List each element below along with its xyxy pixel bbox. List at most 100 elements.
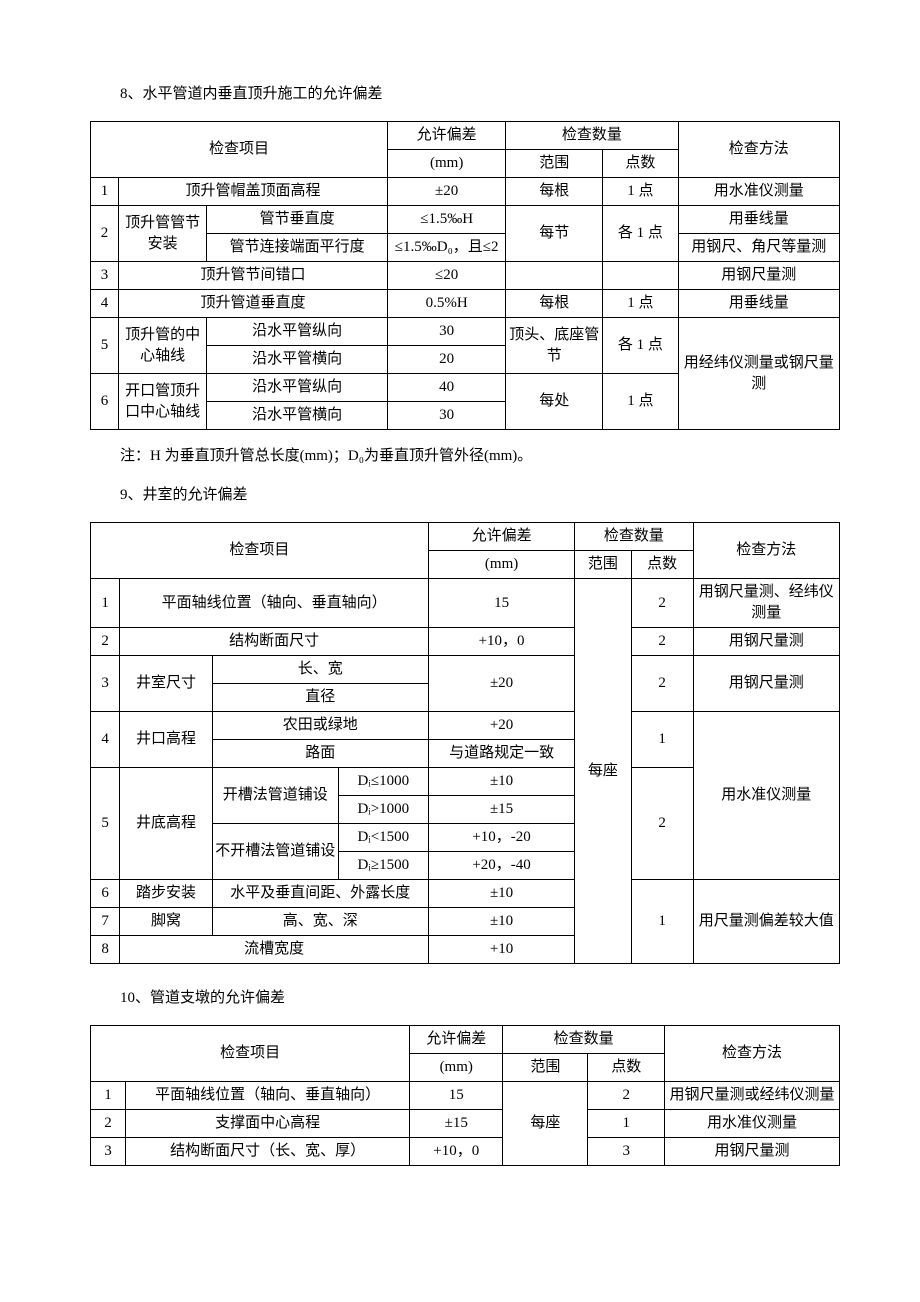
hdr-qty: 检查数量 [506, 122, 678, 150]
hdr-qty: 检查数量 [503, 1026, 665, 1054]
r2-tol: ±15 [410, 1110, 503, 1138]
r7-tol: ±10 [428, 908, 574, 936]
r1-tol: 15 [410, 1082, 503, 1110]
r5d-tol: +20，-40 [428, 852, 574, 880]
r678-method: 用尺量测偏差较大值 [693, 880, 839, 964]
r5-group: 顶升管的中心轴线 [118, 318, 206, 374]
r5c-tol: +10，-20 [428, 824, 574, 852]
r4-range: 每根 [506, 290, 603, 318]
r6-tol: ±10 [428, 880, 574, 908]
section8-footnote: 注：H 为垂直顶升管总长度(mm)；D₀为垂直顶升管外径(mm)。 [90, 444, 840, 465]
r5-sub1: 开槽法管道铺设 [212, 768, 338, 824]
section9-title: 9、井室的允许偏差 [90, 483, 840, 504]
r5a-tol: ±10 [428, 768, 574, 796]
table-9: 检查项目 允许偏差 检查数量 检查方法 (mm) 范围 点数 1 平面轴线位置（… [90, 522, 840, 964]
r4b-name: 路面 [212, 740, 428, 768]
r3-tol: ±20 [428, 656, 574, 712]
r5b-tol: 20 [387, 346, 505, 374]
r3-range [506, 262, 603, 290]
r5-points: 各 1 点 [603, 318, 678, 374]
table-8: 检查项目 允许偏差 检查数量 检查方法 (mm) 范围 点数 1 顶升管帽盖顶面… [90, 121, 840, 430]
hdr-item: 检查项目 [91, 523, 429, 579]
r1-method: 用水准仪测量 [678, 178, 839, 206]
table-10: 检查项目 允许偏差 检查数量 检查方法 (mm) 范围 点数 1 平面轴线位置（… [90, 1025, 840, 1166]
r2-method: 用钢尺量测 [693, 628, 839, 656]
r1-tol: 15 [428, 579, 574, 628]
r3-idx: 3 [91, 1138, 126, 1166]
r4-group: 井口高程 [120, 712, 212, 768]
hdr-tol-unit: (mm) [387, 150, 505, 178]
r2-method: 用水准仪测量 [665, 1110, 840, 1138]
r7-group: 脚窝 [120, 908, 212, 936]
r5c-name: Dᵢ<1500 [338, 824, 428, 852]
r3-points: 3 [588, 1138, 665, 1166]
r3-idx: 3 [91, 656, 120, 712]
r5a-tol: 30 [387, 318, 505, 346]
r2a-name: 管节垂直度 [207, 206, 388, 234]
r2-points: 2 [631, 628, 693, 656]
r3-method: 用钢尺量测 [665, 1138, 840, 1166]
hdr-method: 检查方法 [693, 523, 839, 579]
r1-method: 用钢尺量测、经纬仪测量 [693, 579, 839, 628]
r4-method: 用垂线量 [678, 290, 839, 318]
r45-method: 用水准仪测量 [693, 712, 839, 880]
r8-idx: 8 [91, 936, 120, 964]
r6-range: 每处 [506, 374, 603, 430]
r2-idx: 2 [91, 1110, 126, 1138]
r1-method: 用钢尺量测或经纬仪测量 [665, 1082, 840, 1110]
r6a-tol: 40 [387, 374, 505, 402]
r2b-method: 用钢尺、角尺等量测 [678, 234, 839, 262]
r1-idx: 1 [91, 579, 120, 628]
r1-points: 2 [631, 579, 693, 628]
r2-idx: 2 [91, 206, 119, 262]
r3b-name: 直径 [212, 684, 428, 712]
r4-idx: 4 [91, 712, 120, 768]
r1-idx: 1 [91, 1082, 126, 1110]
r3-tol: +10，0 [410, 1138, 503, 1166]
r1-name: 平面轴线位置（轴向、垂直轴向） [120, 579, 429, 628]
r4b-tol: 与道路规定一致 [428, 740, 574, 768]
r2-group: 顶升管管节安装 [118, 206, 206, 262]
r3-name: 结构断面尺寸（长、宽、厚） [125, 1138, 409, 1166]
r4a-tol: +20 [428, 712, 574, 740]
r3-points [603, 262, 678, 290]
r5a-name: Dᵢ≤1000 [338, 768, 428, 796]
r3-idx: 3 [91, 262, 119, 290]
r4-tol: 0.5%H [387, 290, 505, 318]
hdr-points: 点数 [588, 1054, 665, 1082]
r7-idx: 7 [91, 908, 120, 936]
hdr-item: 检查项目 [91, 122, 388, 178]
r56-method: 用经纬仪测量或钢尺量测 [678, 318, 839, 430]
r8-tol: +10 [428, 936, 574, 964]
r6a-name: 沿水平管纵向 [207, 374, 388, 402]
r2a-method: 用垂线量 [678, 206, 839, 234]
r1-tol: ±20 [387, 178, 505, 206]
hdr-range: 范围 [575, 551, 631, 579]
r6-name: 水平及垂直间距、外露长度 [212, 880, 428, 908]
r2-points: 1 [588, 1110, 665, 1138]
hdr-item: 检查项目 [91, 1026, 410, 1082]
r1-name: 平面轴线位置（轴向、垂直轴向） [125, 1082, 409, 1110]
r5b-tol: ±15 [428, 796, 574, 824]
r4-points: 1 [631, 712, 693, 768]
r3-points: 2 [631, 656, 693, 712]
r2-name: 支撑面中心高程 [125, 1110, 409, 1138]
r1-idx: 1 [91, 178, 119, 206]
r2-idx: 2 [91, 628, 120, 656]
hdr-tol: 允许偏差 [387, 122, 505, 150]
r6-points: 1 点 [603, 374, 678, 430]
r8-name: 流槽宽度 [120, 936, 429, 964]
range-all: 每座 [503, 1082, 588, 1166]
hdr-tol: 允许偏差 [428, 523, 574, 551]
hdr-method: 检查方法 [678, 122, 839, 178]
hdr-method: 检查方法 [665, 1026, 840, 1082]
r6-group: 开口管顶升口中心轴线 [118, 374, 206, 430]
r5-group: 井底高程 [120, 768, 212, 880]
r5-idx: 5 [91, 318, 119, 374]
r3-method: 用钢尺量测 [693, 656, 839, 712]
r2-range: 每节 [506, 206, 603, 262]
r3-method: 用钢尺量测 [678, 262, 839, 290]
r2b-name: 管节连接端面平行度 [207, 234, 388, 262]
r5b-name: Dᵢ>1000 [338, 796, 428, 824]
r1-range: 每根 [506, 178, 603, 206]
